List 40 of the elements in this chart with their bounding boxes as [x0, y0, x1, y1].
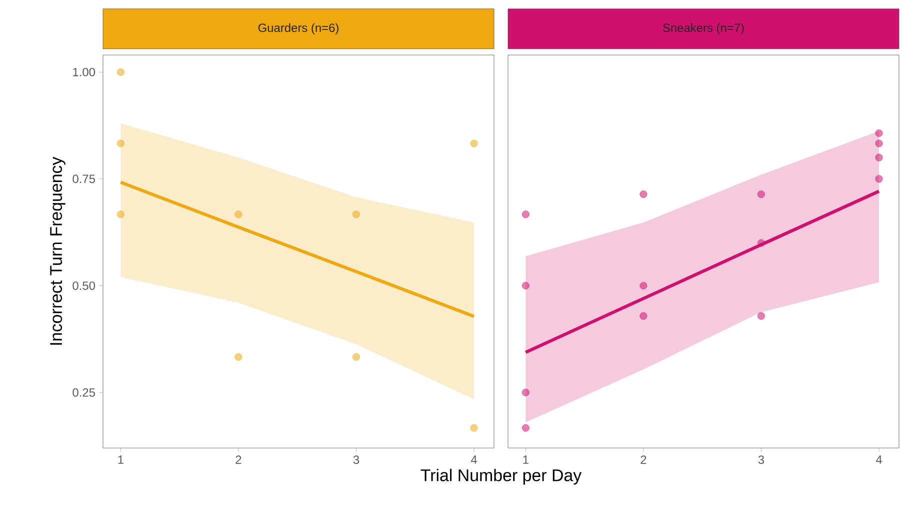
point	[116, 140, 124, 148]
point	[352, 353, 360, 361]
x-tick-label: 1	[523, 456, 528, 464]
point	[875, 140, 883, 148]
x-tick-label: 1	[118, 456, 124, 464]
point	[234, 353, 242, 361]
y-tick-label: 0.50	[72, 281, 96, 290]
x-tick-label: 2	[236, 456, 242, 464]
point	[640, 282, 648, 290]
point	[116, 210, 124, 218]
point	[757, 312, 766, 320]
point	[522, 424, 530, 432]
point	[522, 210, 530, 218]
y-tick-label: 0.25	[72, 388, 95, 397]
point	[352, 210, 360, 218]
point	[116, 68, 124, 76]
y-axis-title: Incorrect Turn Frequency	[50, 156, 66, 345]
chart-title: Guarders (n=6)	[258, 23, 338, 34]
x-tick-label: 3	[758, 456, 764, 464]
point	[470, 424, 478, 432]
y-tick-label: 1.00	[73, 68, 96, 76]
point	[875, 175, 883, 183]
point	[470, 140, 478, 148]
x-tick-label: 2	[640, 456, 646, 464]
point	[757, 239, 766, 247]
point	[875, 129, 883, 137]
x-tick-label: 4	[470, 456, 477, 464]
point	[757, 190, 766, 198]
point	[522, 282, 530, 290]
x-axis-title: Trial Number per Day	[420, 468, 582, 485]
point	[640, 190, 648, 198]
point	[640, 312, 648, 320]
point	[234, 210, 242, 218]
x-tick-label: 3	[353, 456, 360, 464]
point	[522, 388, 530, 396]
x-tick-label: 4	[876, 456, 882, 464]
chart-title: Sneakers (n=7)	[663, 23, 744, 34]
y-tick-label: 0.75	[72, 174, 95, 184]
point	[875, 154, 883, 162]
line-series	[119, 180, 476, 318]
